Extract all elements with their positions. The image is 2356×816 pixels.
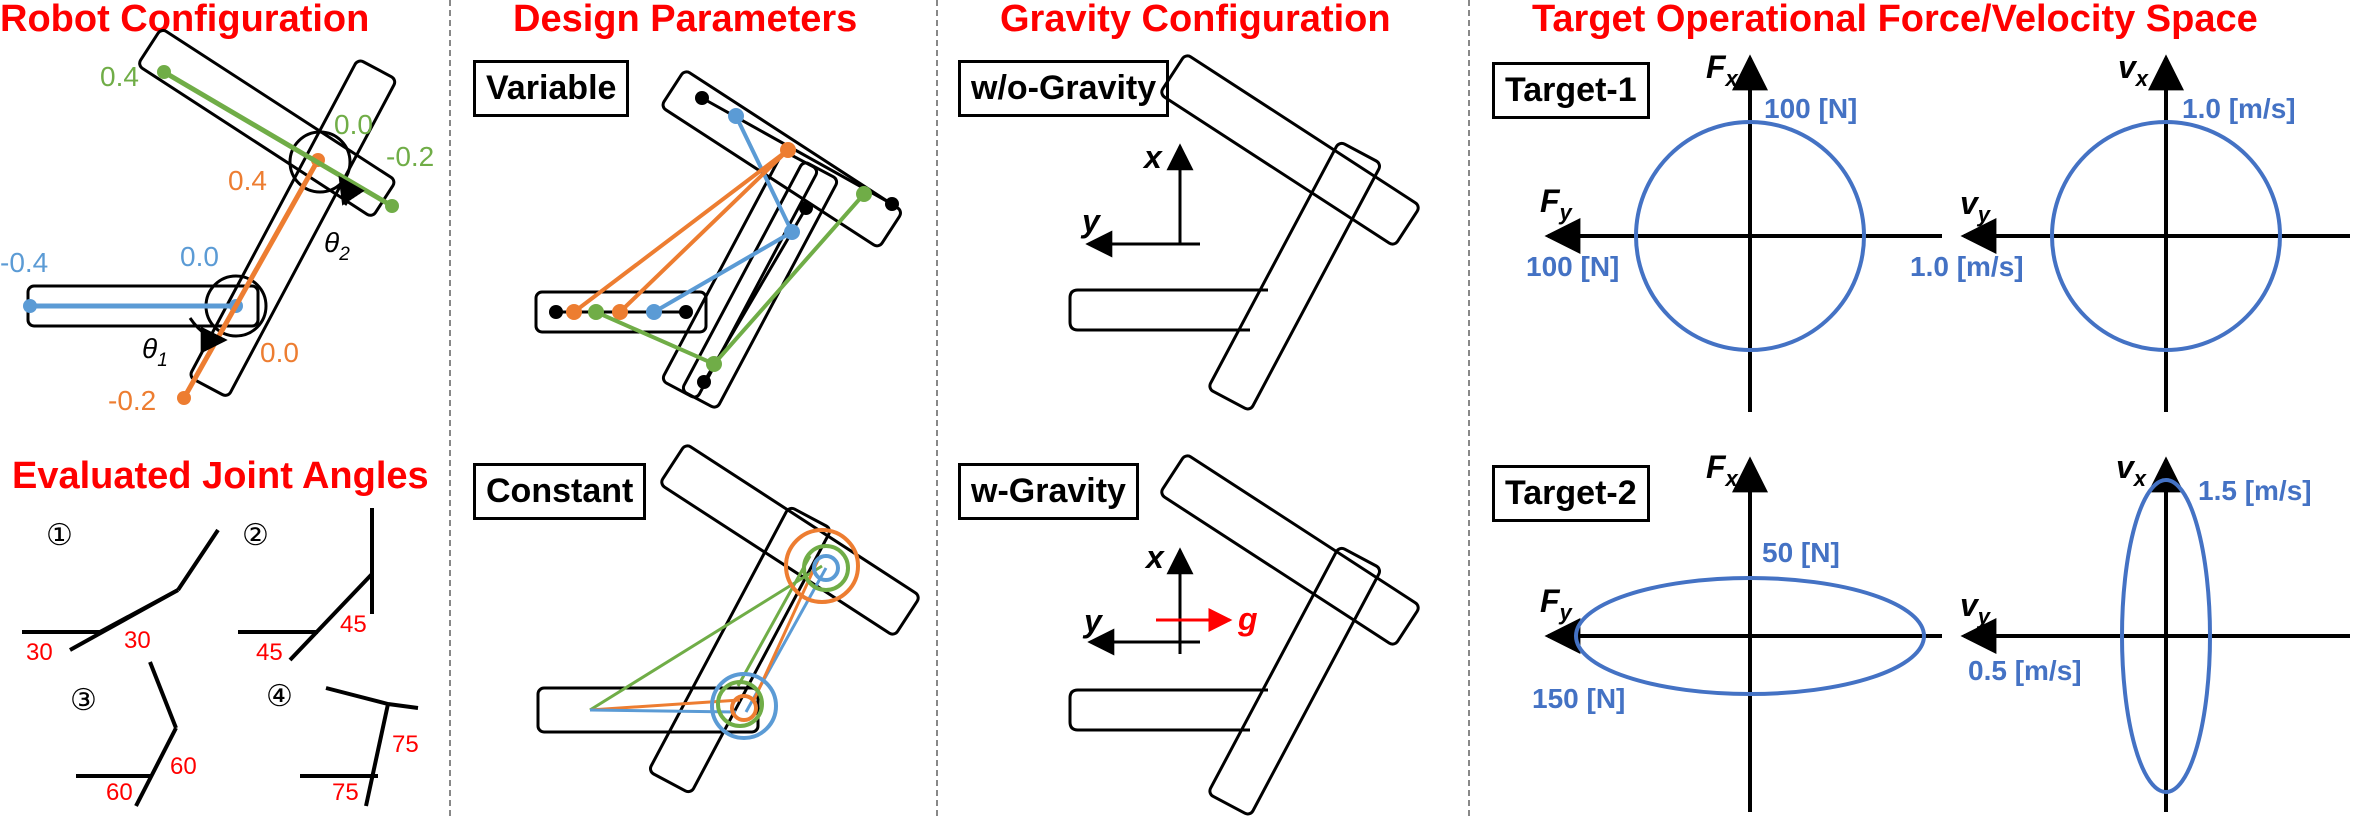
divider-2 (936, 0, 938, 816)
label-variable: Variable (473, 60, 630, 117)
svg-text:60: 60 (106, 779, 133, 806)
target-1-force-ellipse (1634, 120, 1866, 352)
svg-text:y: y (1080, 203, 1102, 239)
svg-text:y: y (1082, 603, 1104, 639)
svg-text:100 [N]: 100 [N] (1526, 251, 1619, 282)
svg-text:g: g (1237, 601, 1258, 637)
label-constant: Constant (473, 463, 647, 520)
theta1-label: θ1 (142, 333, 168, 371)
svg-text:75: 75 (392, 731, 419, 758)
target-2-velocity-plot: vx vy 1.5 [m/s] 0.5 [m/s] (1960, 449, 2350, 812)
theta2-label: θ2 (324, 227, 350, 265)
theta1-arrow (188, 317, 228, 354)
title-design-parameters: Design Parameters (513, 0, 858, 40)
svg-text:x: x (1144, 539, 1165, 575)
robot-link-1 (189, 59, 397, 397)
label-without-gravity: w/o-Gravity (958, 60, 1170, 117)
target-2-force-ellipse (1574, 576, 1926, 696)
target-2-force-plot: Fx Fy 50 [N] 150 [N] (1532, 449, 1942, 812)
svg-text:30: 30 (26, 639, 53, 666)
joint-angle-examples: ① 30 30 ② 45 45 ③ 60 (22, 508, 419, 807)
value-orange-bottom: -0.2 (108, 385, 156, 416)
theta2-arrow (338, 175, 365, 206)
target-1-velocity-plot: vx vy 1.0 [m/s] 1.0 [m/s] (1910, 49, 2350, 412)
angle-example-3: ③ 60 60 (70, 661, 197, 807)
svg-text:x: x (1142, 139, 1163, 175)
label-target-2: Target-2 (1492, 465, 1650, 522)
svg-text:50 [N]: 50 [N] (1762, 537, 1840, 568)
angle-example-1: ① 30 30 (22, 519, 220, 666)
value-green-joint: 0.0 (334, 109, 373, 140)
svg-text:1.0 [m/s]: 1.0 [m/s] (1910, 251, 2024, 282)
divider-1 (449, 0, 451, 816)
svg-text:Fy: Fy (1540, 583, 1574, 625)
svg-text:30: 30 (124, 627, 151, 654)
divider-3 (1468, 0, 1470, 816)
svg-text:1.0 [m/s]: 1.0 [m/s] (2182, 93, 2296, 124)
svg-text:③: ③ (70, 684, 97, 717)
value-blue-left: -0.4 (0, 247, 48, 278)
title-robot-configuration: Robot Configuration (0, 0, 370, 40)
design-variable-drawing (534, 70, 902, 409)
svg-text:②: ② (242, 519, 269, 552)
svg-text:Fy: Fy (1540, 183, 1574, 225)
svg-text:75: 75 (332, 779, 359, 806)
label-target-1: Target-1 (1492, 62, 1650, 119)
value-blue-joint: 0.0 (180, 241, 219, 272)
svg-text:45: 45 (256, 639, 283, 666)
title-evaluated-joint-angles: Evaluated Joint Angles (12, 455, 429, 497)
angle-example-4: ④ 75 75 (266, 680, 419, 807)
svg-text:45: 45 (340, 611, 367, 638)
svg-text:150 [N]: 150 [N] (1532, 683, 1625, 714)
svg-text:60: 60 (170, 753, 197, 780)
svg-text:100 [N]: 100 [N] (1764, 93, 1857, 124)
svg-text:0.5 [m/s]: 0.5 [m/s] (1968, 655, 2082, 686)
gravity-with-drawing: x y g (1068, 454, 1420, 816)
svg-text:vx: vx (2116, 449, 2147, 491)
target-1-velocity-ellipse (2050, 120, 2282, 352)
value-orange-joint: 0.0 (260, 337, 299, 368)
svg-text:vy: vy (1960, 185, 1992, 227)
value-orange-top: 0.4 (228, 165, 267, 196)
svg-text:vy: vy (1960, 587, 1992, 629)
orange-line (181, 158, 321, 400)
gravity-without-drawing: x y (1068, 54, 1420, 411)
svg-text:④: ④ (266, 680, 293, 713)
design-constant-drawing (536, 444, 920, 794)
joint-2-circle (288, 130, 352, 194)
robot-configuration-drawing: -0.4 0.0 0.4 -0.2 0.0 0.4 0.0 -0.2 θ1 θ2 (0, 28, 434, 416)
value-green-right: -0.2 (386, 141, 434, 172)
svg-text:Fx: Fx (1706, 449, 1739, 491)
svg-text:①: ① (46, 519, 73, 552)
svg-text:1.5 [m/s]: 1.5 [m/s] (2198, 475, 2312, 506)
target-2-velocity-ellipse (2120, 478, 2212, 794)
svg-text:Fx: Fx (1706, 49, 1739, 91)
target-1-force-plot: Fx Fy 100 [N] 100 [N] (1526, 49, 1942, 412)
title-gravity-configuration: Gravity Configuration (1000, 0, 1391, 40)
label-with-gravity: w-Gravity (958, 463, 1139, 520)
angle-example-2: ② 45 45 (238, 508, 374, 666)
value-green-left: 0.4 (100, 61, 139, 92)
title-target-space: Target Operational Force/Velocity Space (1532, 0, 2258, 40)
svg-text:vx: vx (2118, 49, 2149, 91)
